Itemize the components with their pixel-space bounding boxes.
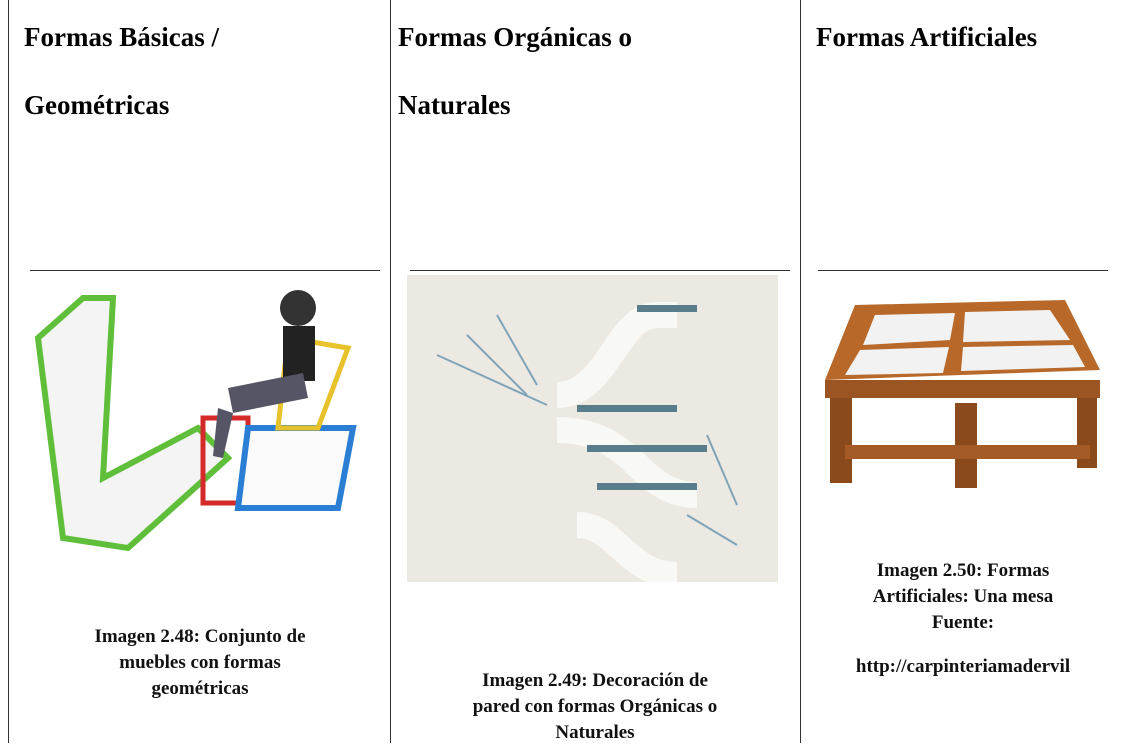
header: Naturales bbox=[398, 90, 511, 120]
caption-line: Imagen 2.50: Formas bbox=[876, 560, 1050, 581]
shelf-image bbox=[407, 275, 778, 582]
table-image bbox=[825, 300, 1100, 488]
caption-line: Artificiales: Una mesa bbox=[872, 586, 1054, 607]
caption-line: Imagen 2.49: Decoración de bbox=[482, 670, 708, 691]
header: Formas Básicas / bbox=[24, 22, 219, 52]
border bbox=[410, 270, 790, 271]
caption: Imagen 2.48: Conjunto de muebles con for… bbox=[20, 624, 380, 702]
caption-line: Naturales bbox=[555, 722, 635, 743]
border bbox=[390, 0, 391, 743]
caption: Imagen 2.50: Formas Artificiales: Una me… bbox=[805, 558, 1121, 680]
furniture-image bbox=[34, 290, 357, 552]
border bbox=[800, 0, 801, 743]
border bbox=[818, 270, 1108, 271]
caption-line: Fuente: bbox=[931, 612, 995, 633]
caption-line: muebles con formas bbox=[119, 652, 281, 673]
header: Formas Orgánicas o bbox=[398, 22, 632, 52]
border bbox=[30, 270, 380, 271]
caption-line: geométricas bbox=[151, 678, 249, 699]
caption: Imagen 2.49: Decoración de pared con for… bbox=[400, 668, 790, 746]
caption-line: http://carpinteriamadervil bbox=[855, 656, 1071, 677]
border bbox=[8, 0, 9, 743]
caption-line: pared con formas Orgánicas o bbox=[472, 696, 718, 717]
header: Geométricas bbox=[24, 90, 170, 120]
header: Formas Artificiales bbox=[816, 22, 1038, 52]
caption-line: Imagen 2.48: Conjunto de bbox=[94, 626, 306, 647]
